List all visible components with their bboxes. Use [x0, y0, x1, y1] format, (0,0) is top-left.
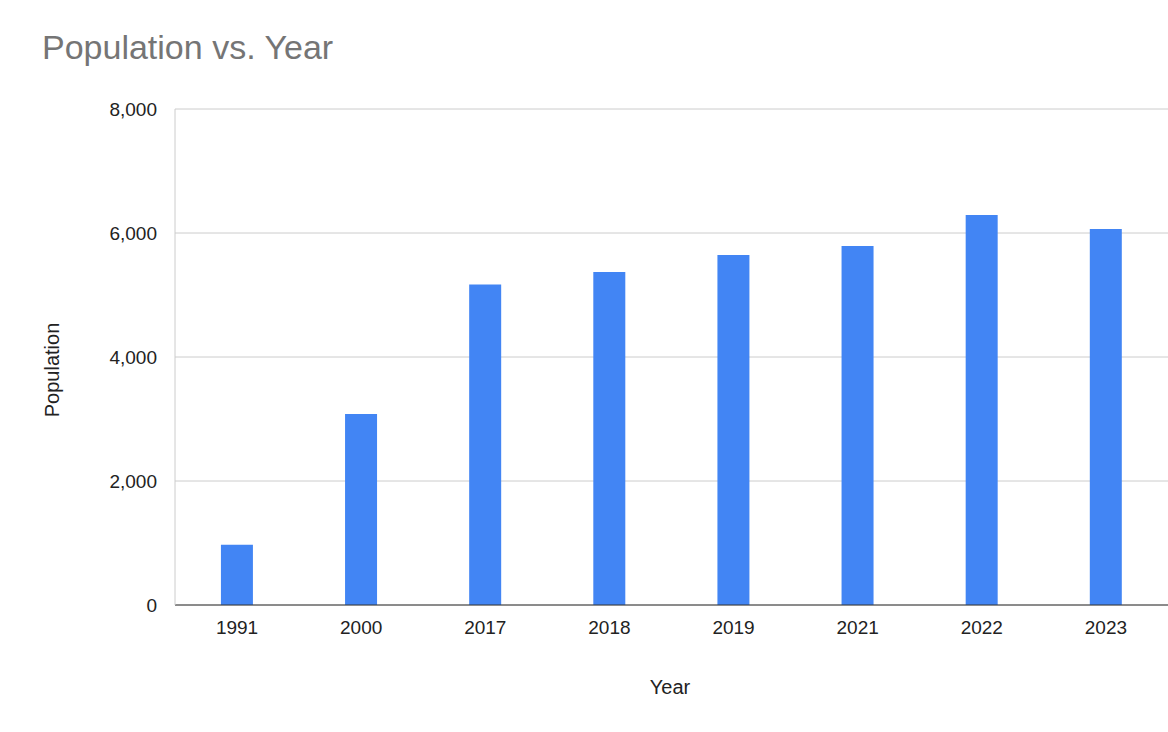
svg-text:2023: 2023 [1085, 617, 1127, 638]
svg-text:2017: 2017 [464, 617, 506, 638]
svg-text:2021: 2021 [837, 617, 879, 638]
html-text:Population vs. Year: Population vs. Year [42, 28, 334, 66]
svg-text:6,000: 6,000 [109, 223, 157, 244]
svg-text:1991: 1991 [216, 617, 258, 638]
svg-text:2019: 2019 [712, 617, 754, 638]
svg-text:0: 0 [146, 595, 157, 616]
svg-text:8,000: 8,000 [109, 99, 157, 120]
svg-text:2022: 2022 [961, 617, 1003, 638]
svg-text:2018: 2018 [588, 617, 630, 638]
svg-text:2000: 2000 [340, 617, 382, 638]
svg-text:2,000: 2,000 [109, 471, 157, 492]
html-text:Year: Year [649, 675, 691, 698]
svg-text:4,000: 4,000 [109, 347, 157, 368]
html-text:Population: Population [40, 322, 63, 418]
